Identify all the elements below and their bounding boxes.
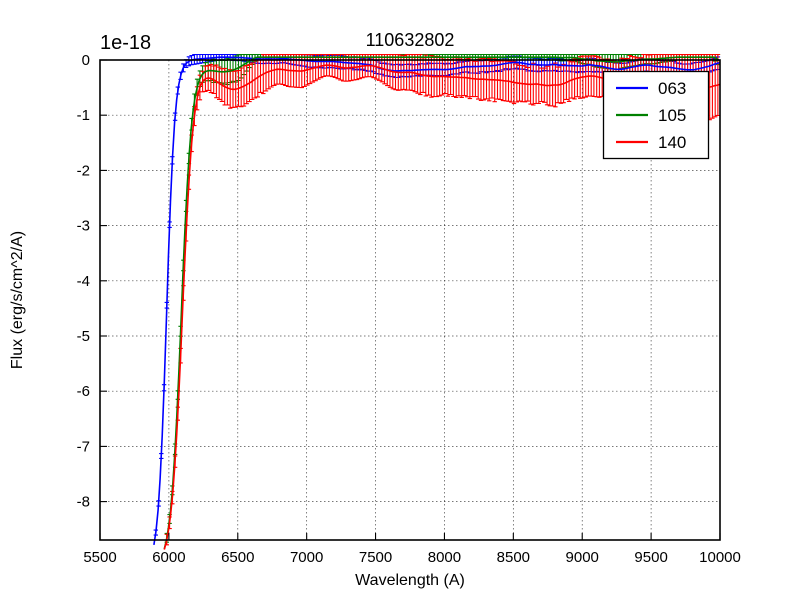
svg-text:Wavelength (A): Wavelength (A) (355, 572, 465, 589)
svg-text:0: 0 (82, 52, 90, 69)
svg-text:10000: 10000 (699, 549, 741, 566)
svg-text:-4: -4 (77, 273, 90, 290)
svg-text:8000: 8000 (428, 549, 461, 566)
svg-text:-7: -7 (77, 438, 90, 455)
svg-text:063: 063 (658, 79, 686, 98)
svg-text:5500: 5500 (83, 549, 116, 566)
svg-text:-6: -6 (77, 383, 90, 400)
svg-text:8500: 8500 (497, 549, 530, 566)
svg-text:-8: -8 (77, 494, 90, 511)
svg-text:-3: -3 (77, 218, 90, 235)
svg-text:6000: 6000 (152, 549, 185, 566)
svg-text:110632802: 110632802 (366, 30, 455, 50)
svg-text:-5: -5 (77, 328, 90, 345)
svg-text:Flux (erg/s/cm^2/A): Flux (erg/s/cm^2/A) (9, 231, 26, 369)
svg-text:105: 105 (658, 106, 686, 125)
svg-text:140: 140 (658, 133, 686, 152)
svg-text:9000: 9000 (566, 549, 599, 566)
svg-text:6500: 6500 (221, 549, 254, 566)
svg-text:1e-18: 1e-18 (100, 32, 151, 54)
svg-text:-2: -2 (77, 162, 90, 179)
svg-text:-1: -1 (77, 107, 90, 124)
svg-text:9500: 9500 (634, 549, 667, 566)
svg-text:7500: 7500 (359, 549, 392, 566)
svg-text:7000: 7000 (290, 549, 323, 566)
